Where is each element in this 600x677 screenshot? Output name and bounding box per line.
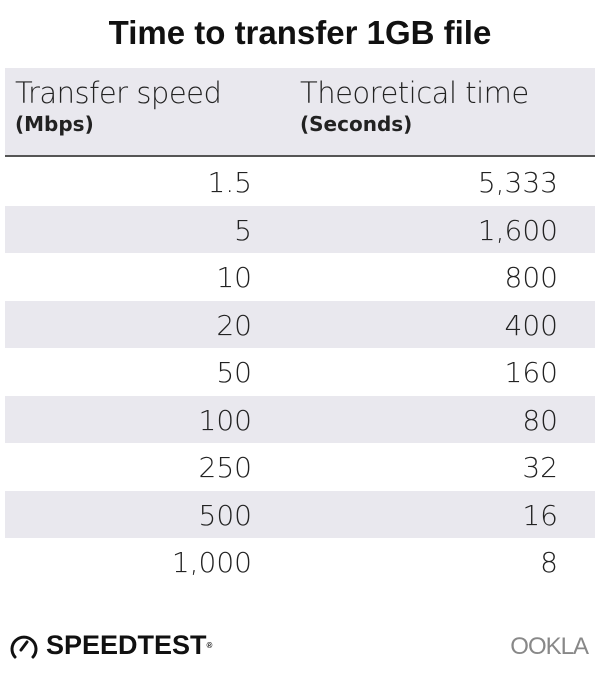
header-unit: (Seconds) [300, 112, 413, 136]
header-time: Theoretical time (Seconds) [300, 76, 529, 136]
time-cell: 1,600 [477, 213, 558, 247]
table-header: Transfer speed (Mbps) Theoretical time (… [5, 68, 595, 157]
speedtest-wordmark: SPEEDTEST [46, 630, 207, 660]
time-cell: 800 [504, 261, 558, 294]
time-cell: 160 [504, 356, 558, 389]
chart-title: Time to transfer 1GB file [108, 14, 492, 51]
table-row: 100 80 [5, 395, 595, 443]
speed-cell: 10 [216, 261, 252, 294]
header-label: Transfer speed [15, 76, 222, 110]
table-body: 1.5 5,333 5 1,600 10 800 20 400 50 160 100 80 250 32 5… [5, 158, 595, 586]
speed-cell: 1,000 [171, 546, 252, 579]
table-row: 5 1,600 [5, 205, 595, 253]
speedometer-icon [10, 635, 38, 658]
header-speed: Transfer speed (Mbps) [15, 76, 222, 136]
table-row: 20 400 [5, 300, 595, 348]
speed-cell: 50 [216, 356, 252, 389]
table-row: 10 800 [5, 253, 595, 301]
time-cell: 5,333 [477, 166, 558, 199]
time-cell: 400 [504, 308, 558, 342]
speed-cell: 20 [216, 308, 252, 342]
time-cell: 16 [522, 498, 558, 532]
header-unit: (Mbps) [15, 112, 94, 136]
table-row: 500 16 [5, 490, 595, 538]
table-row: 1,000 8 [5, 538, 595, 586]
table-row: 250 32 [5, 443, 595, 491]
speedtest-logo: SPEEDTEST ® [8, 630, 212, 661]
table-row: 1.5 5,333 [5, 158, 595, 206]
speed-cell: 5 [234, 213, 252, 247]
time-cell: 8 [540, 546, 558, 579]
header-label: Theoretical time [300, 76, 529, 110]
time-cell: 80 [522, 403, 558, 437]
ookla-logo: OOKLA [510, 633, 589, 660]
time-cell: 32 [522, 451, 558, 484]
speed-cell: 250 [198, 451, 252, 484]
table-row: 50 160 [5, 348, 595, 396]
speed-cell: 100 [198, 403, 252, 437]
speed-cell: 1.5 [207, 166, 252, 199]
speed-cell: 500 [198, 498, 252, 532]
